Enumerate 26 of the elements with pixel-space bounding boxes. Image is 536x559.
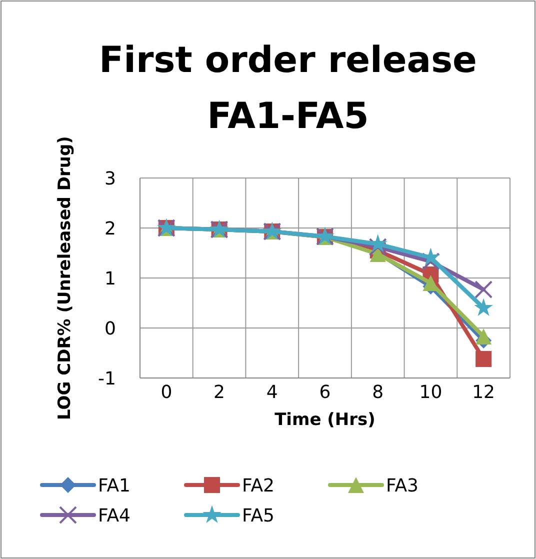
legend-label: FA1	[98, 475, 130, 496]
point	[474, 280, 493, 298]
point	[476, 351, 492, 367]
x-tick-label: 2	[214, 382, 226, 403]
y-tick-label: 1	[104, 268, 116, 290]
point	[474, 298, 493, 316]
legend-label: FA5	[242, 505, 274, 526]
x-tick-label: 8	[372, 382, 384, 403]
point	[422, 252, 440, 270]
chart-title: First order release FA1-FA5	[99, 40, 477, 137]
legend-label: FA3	[386, 475, 418, 496]
y-tick-label: 2	[104, 218, 116, 240]
x-tick-label: 4	[266, 382, 278, 403]
y-tick-label: 0	[104, 318, 116, 340]
x-tick-label: 12	[472, 382, 496, 403]
y-tick-label: 3	[104, 168, 116, 190]
point	[476, 328, 492, 344]
point	[368, 238, 387, 256]
x-tick-label: 6	[319, 382, 331, 403]
y-tick-label: -1	[98, 368, 116, 390]
x-tick-label: 10	[419, 382, 442, 403]
x-tick-label: 0	[160, 382, 172, 403]
legend-label: FA4	[98, 505, 130, 526]
x-axis-title: Time (Hrs)	[274, 410, 376, 430]
legend-label: FA2	[242, 475, 274, 496]
y-axis-title: LOG CDR% (Unreleased Drug)	[55, 136, 75, 420]
